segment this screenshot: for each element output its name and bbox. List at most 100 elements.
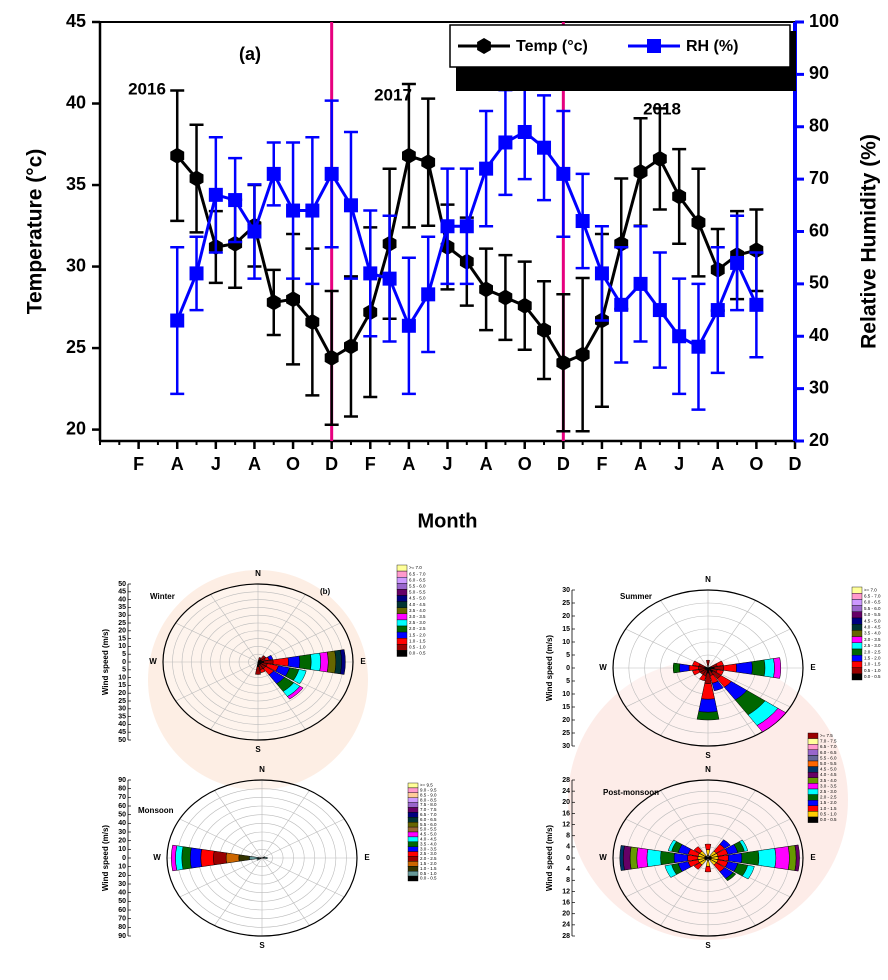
- x-tick-label: J: [442, 454, 452, 474]
- r-tick-label: 5: [122, 651, 126, 658]
- legend-swatch: [851, 611, 863, 619]
- compass-label: S: [705, 751, 711, 760]
- legend-swatch: [396, 589, 408, 596]
- petal-segment: [292, 669, 307, 685]
- legend-swatch: [396, 650, 408, 657]
- legend-swatch: [851, 617, 863, 625]
- legend-label: 4.0 - 4.5: [820, 772, 837, 777]
- legend-label: 3.0 - 3.5: [420, 846, 437, 851]
- r-tick-label: 10: [562, 639, 570, 646]
- legend-label: 3.5 - 4.0: [864, 631, 881, 636]
- petal-segment: [719, 839, 731, 849]
- petal-segment: [255, 666, 261, 675]
- y-tick-label: 35: [66, 174, 86, 194]
- legend-swatch: [396, 570, 408, 578]
- square-marker: [266, 166, 281, 181]
- hexagon-marker: [170, 147, 185, 164]
- spoke: [261, 818, 345, 859]
- hexagon-marker: [672, 188, 687, 205]
- spoke: [660, 790, 709, 859]
- legend-label: 5.0 - 5.5: [864, 612, 881, 617]
- square-marker: [228, 193, 243, 208]
- legend-label: 6.5 - 7.0: [820, 744, 837, 749]
- x-tick-label: F: [596, 454, 607, 474]
- petal-segment: [704, 843, 712, 851]
- hexagon-marker: [266, 294, 281, 311]
- r-tick-label: 10: [118, 864, 126, 871]
- panel-label: (b): [320, 587, 331, 596]
- petal-segment: [751, 659, 766, 677]
- compass-label: N: [705, 575, 711, 584]
- square-marker: [614, 297, 629, 312]
- square-marker: [730, 255, 745, 270]
- petal-segment: [757, 848, 777, 868]
- x-tick-label: A: [171, 454, 184, 474]
- compass-label: S: [705, 941, 711, 950]
- compass-label: S: [259, 941, 265, 950]
- petal-segment: [692, 660, 701, 667]
- r-tick-label: 10: [118, 674, 126, 681]
- legend-swatch: [851, 605, 863, 612]
- r-tick-label: 40: [118, 721, 126, 728]
- r-tick-label: 30: [118, 612, 126, 619]
- petal-segment: [267, 654, 274, 661]
- petal-segment: [672, 662, 681, 674]
- square-marker: [305, 203, 320, 218]
- legend-label: 7.0 - 7.5: [820, 739, 837, 744]
- r-tick-label: 20: [562, 613, 570, 620]
- compass-label: N: [259, 765, 265, 774]
- legend-swatch: [851, 661, 863, 668]
- legend-label: 6.0 - 6.5: [420, 817, 437, 822]
- square-marker: [286, 203, 301, 218]
- compass-label: N: [255, 569, 261, 578]
- legend-label: 4.0 - 4.5: [409, 602, 426, 607]
- legend-label: 9.0 - 9.5: [420, 788, 437, 793]
- legend-swatch: [407, 787, 419, 794]
- y2-tick-label: 50: [809, 273, 829, 293]
- r-tick-label: 25: [562, 730, 570, 737]
- legend-label: 5.0 - 5.5: [820, 761, 837, 766]
- legend-label: >= 7.0: [864, 587, 877, 592]
- r-tick-label: 5: [122, 667, 126, 674]
- legend-swatch: [396, 613, 408, 621]
- x-tick-label: O: [518, 454, 532, 474]
- hexagon-marker: [305, 314, 320, 330]
- petal-segment: [181, 846, 192, 870]
- legend-label: 0.5 - 1.0: [409, 645, 426, 650]
- spoke: [175, 661, 259, 702]
- legend-swatch: [407, 875, 419, 882]
- legend-label: 6.5 - 7.0: [420, 812, 437, 817]
- r-tick-label: 0: [122, 659, 126, 666]
- legend-swatch: [807, 738, 819, 745]
- petal-segment: [741, 850, 760, 866]
- spoke: [179, 857, 263, 898]
- petal-segment: [763, 658, 775, 678]
- r-tick-label: 40: [118, 890, 126, 897]
- legend-swatch: [396, 631, 408, 639]
- legend-swatch: [807, 749, 819, 756]
- legend-swatch: [851, 673, 863, 681]
- legend-label: 4.5 - 5.0: [420, 832, 437, 837]
- r-tick-label: 45: [118, 589, 126, 596]
- hexagon-marker: [189, 170, 204, 187]
- petal-segment: [741, 864, 755, 880]
- spoke: [261, 857, 310, 926]
- square-marker: [324, 166, 339, 181]
- legend-label: 1.0 - 1.5: [409, 638, 426, 643]
- r-tick-label: 16: [562, 899, 570, 906]
- legend-swatch: [407, 841, 419, 847]
- r-axis-title: Wind speed (m/s): [545, 635, 554, 701]
- legend-marker: [647, 39, 661, 53]
- r-tick-label: 25: [118, 620, 126, 627]
- compass-label: W: [153, 853, 161, 862]
- y-tick-label: 30: [66, 255, 86, 275]
- y2-tick-label: 100: [809, 11, 839, 31]
- petal-segment: [735, 661, 753, 675]
- square-marker: [710, 303, 725, 318]
- spoke: [660, 857, 709, 926]
- petal-segment: [725, 872, 737, 882]
- legend-label: 5.5 - 6.0: [864, 606, 881, 611]
- spoke: [660, 600, 709, 669]
- legend-swatch: [851, 642, 863, 650]
- petal-segment: [170, 844, 178, 872]
